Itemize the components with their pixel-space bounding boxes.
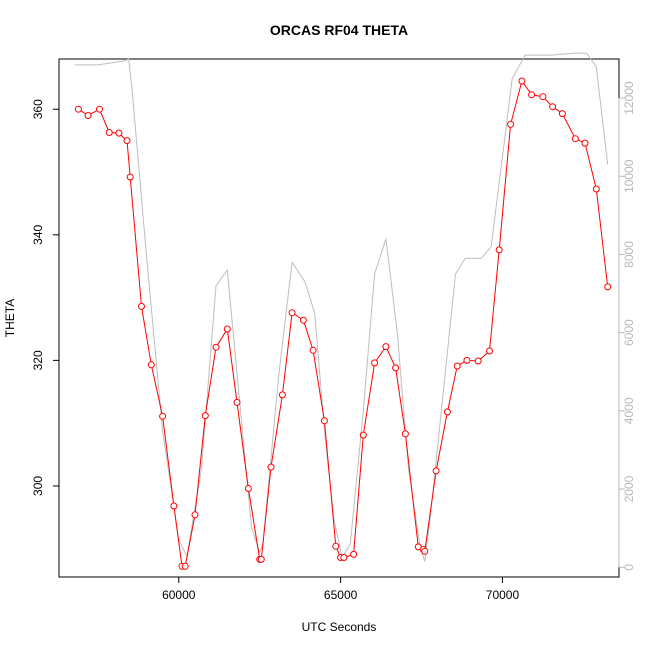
y-tick-label: 300 bbox=[31, 476, 45, 496]
theta-point bbox=[123, 137, 131, 145]
theta-point bbox=[581, 139, 589, 147]
theta-point bbox=[421, 547, 429, 555]
theta-point bbox=[96, 105, 103, 113]
theta-point bbox=[159, 412, 167, 420]
theta-point bbox=[463, 356, 471, 364]
y2-tick-label: 4000 bbox=[622, 397, 636, 424]
theta-point bbox=[115, 129, 123, 137]
theta-point bbox=[528, 91, 536, 99]
theta-point bbox=[309, 346, 317, 354]
y2-tick-label: 12000 bbox=[622, 81, 636, 115]
theta-point bbox=[359, 431, 367, 439]
theta-point bbox=[191, 511, 199, 519]
theta-point bbox=[212, 343, 220, 351]
theta-point bbox=[539, 93, 547, 101]
theta-point bbox=[257, 555, 265, 563]
chart-title: ORCAS RF04 THETA bbox=[270, 22, 408, 38]
y2-tick-label: 6000 bbox=[622, 319, 636, 346]
theta-point bbox=[549, 103, 557, 111]
theta-point bbox=[371, 359, 379, 367]
theta-point bbox=[382, 343, 390, 351]
theta-point bbox=[147, 361, 155, 369]
theta-point bbox=[332, 542, 340, 550]
y-tick-label: 320 bbox=[31, 350, 45, 370]
theta-point bbox=[126, 173, 134, 181]
theta-point bbox=[401, 430, 409, 438]
y2-tick-label: 8000 bbox=[622, 241, 636, 268]
theta-point bbox=[233, 398, 241, 406]
theta-point bbox=[170, 502, 178, 510]
theta-point bbox=[181, 562, 189, 570]
theta-point bbox=[350, 550, 358, 558]
theta-point bbox=[474, 357, 482, 365]
theta-point bbox=[138, 302, 145, 310]
theta-point bbox=[592, 185, 600, 193]
theta-point bbox=[223, 325, 231, 333]
theta-point bbox=[320, 417, 328, 425]
theta-point bbox=[507, 120, 515, 128]
y2-tick-label: 0 bbox=[622, 564, 636, 571]
y2-tick-label: 10000 bbox=[622, 159, 636, 193]
theta-point bbox=[299, 316, 307, 324]
theta-point bbox=[432, 467, 440, 475]
axes-layer: 60000 65000 70000 300 320 340 360 0 2000 4000 6000… bbox=[31, 81, 636, 602]
x-tick-label: 70000 bbox=[486, 588, 520, 602]
theta-point bbox=[267, 463, 275, 471]
x-axis-label: UTC Seconds bbox=[302, 620, 377, 634]
theta-point bbox=[84, 112, 92, 119]
theta-point bbox=[74, 105, 82, 113]
theta-point bbox=[604, 283, 612, 291]
theta-point bbox=[518, 77, 526, 85]
theta-point bbox=[201, 412, 209, 420]
theta-point bbox=[278, 391, 286, 399]
altitude-series-line bbox=[75, 52, 609, 562]
theta-point bbox=[443, 408, 451, 416]
theta-point bbox=[571, 135, 579, 143]
theta-point bbox=[288, 309, 296, 317]
theta-point bbox=[340, 554, 348, 561]
x-tick-label: 65000 bbox=[324, 588, 358, 602]
theta-point bbox=[558, 110, 566, 118]
theta-series-line bbox=[78, 79, 609, 567]
y-tick-label: 340 bbox=[31, 224, 45, 244]
x-tick-label: 60000 bbox=[162, 588, 196, 602]
y-tick-label: 360 bbox=[31, 99, 45, 119]
theta-point bbox=[486, 347, 493, 355]
theta-point bbox=[105, 129, 113, 136]
theta-point bbox=[495, 246, 503, 254]
theta-point bbox=[244, 485, 252, 492]
theta-point bbox=[392, 364, 400, 372]
series-layer bbox=[74, 52, 612, 570]
theta-point bbox=[453, 362, 461, 370]
y2-tick-label: 2000 bbox=[622, 475, 636, 502]
y-axis-label: THETA bbox=[3, 299, 17, 337]
